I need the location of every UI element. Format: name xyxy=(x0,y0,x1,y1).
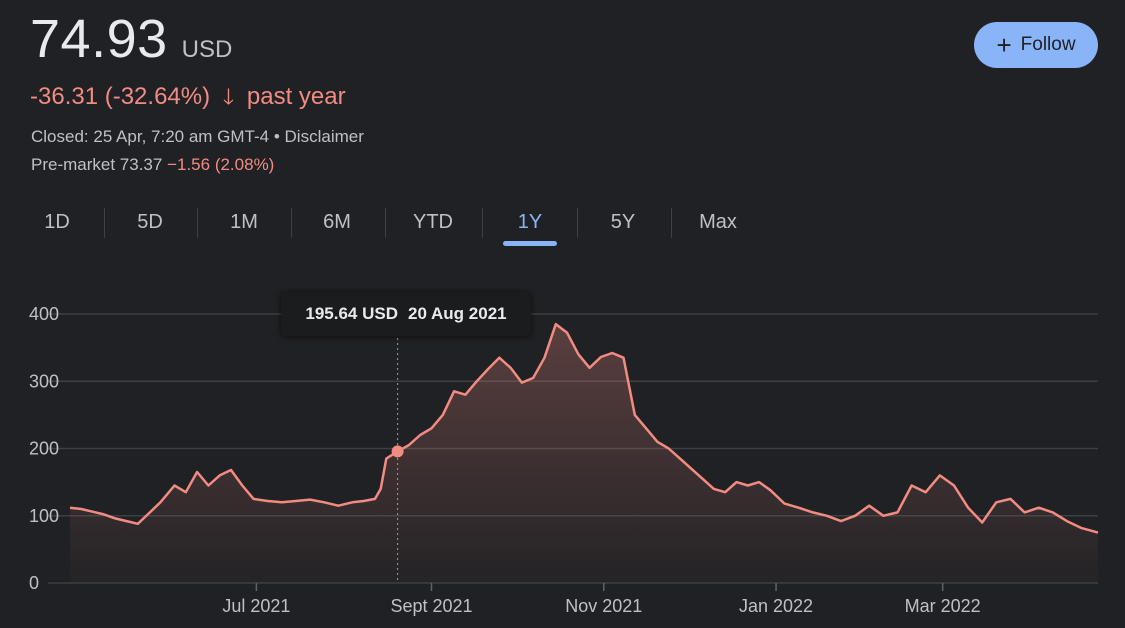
tab-separator xyxy=(385,208,386,238)
tab-1m[interactable]: 1M xyxy=(230,210,258,233)
price-area-fill xyxy=(70,324,1098,583)
x-tick-label: Sept 2021 xyxy=(390,596,472,616)
price-change: -36.31 (-32.64%) 🡓 past year xyxy=(30,80,346,118)
premarket-info: Pre-market 73.37 −1.56 (2.08%) xyxy=(31,155,274,175)
y-tick-label: 100 xyxy=(29,506,59,526)
tab-1y[interactable]: 1Y xyxy=(517,210,543,233)
follow-label: Follow xyxy=(1020,34,1076,55)
currency-label: USD xyxy=(181,36,233,63)
x-tick-label: Jul 2021 xyxy=(222,596,290,616)
tab-5y[interactable]: 5Y xyxy=(610,210,636,233)
tab-5d[interactable]: 5D xyxy=(137,210,163,233)
y-tick-label: 200 xyxy=(29,439,59,459)
change-period: past year xyxy=(246,83,346,110)
closed-info: Closed: 25 Apr, 7:20 am GMT-4 • Disclaim… xyxy=(31,127,364,147)
x-tick-label: Mar 2022 xyxy=(905,596,981,616)
x-tick-label: Jan 2022 xyxy=(739,596,813,616)
tab-max[interactable]: Max xyxy=(699,210,737,233)
highlight-point[interactable] xyxy=(391,445,404,458)
tab-separator xyxy=(104,208,105,238)
range-tabs: 1D 5D 1M 6M YTD 1Y 5Y Max xyxy=(0,200,800,250)
tooltip-date: 20 Aug 2021 xyxy=(408,304,507,323)
chart-tooltip: 195.64 USD 20 Aug 2021 xyxy=(281,292,531,336)
price-chart[interactable]: 0 100 200 300 400 Jul 2021 Sept 2021 Nov 2021 Ja… xyxy=(0,250,1125,628)
plus-icon: + xyxy=(996,30,1012,60)
tab-separator xyxy=(577,208,578,238)
tab-1d[interactable]: 1D xyxy=(44,210,70,233)
price-line xyxy=(69,322,1099,534)
y-tick-label: 0 xyxy=(29,573,39,593)
premarket-change: −1.56 (2.08%) xyxy=(167,155,275,174)
active-tab-indicator xyxy=(503,241,557,246)
price-header: 74.93 USD xyxy=(30,8,232,70)
tab-6m[interactable]: 6M xyxy=(323,210,351,233)
y-tick-label: 400 xyxy=(29,304,59,324)
tab-separator xyxy=(197,208,198,238)
tab-separator xyxy=(291,208,292,238)
y-tick-label: 300 xyxy=(29,371,59,391)
follow-button[interactable]: + Follow xyxy=(974,22,1098,68)
tab-ytd[interactable]: YTD xyxy=(413,210,453,233)
tab-separator xyxy=(671,208,672,238)
tooltip-value: 195.64 USD xyxy=(305,304,399,323)
change-value: -36.31 (-32.64%) xyxy=(30,83,211,110)
disclaimer-link[interactable]: Disclaimer xyxy=(284,127,364,146)
x-tick-label: Nov 2021 xyxy=(565,596,642,616)
arrow-down-icon: 🡓 xyxy=(222,84,235,109)
tab-separator xyxy=(482,208,483,238)
current-price: 74.93 xyxy=(30,9,168,69)
closed-text: Closed: 25 Apr, 7:20 am GMT-4 • xyxy=(31,127,280,146)
premarket-price: Pre-market 73.37 xyxy=(31,155,163,174)
